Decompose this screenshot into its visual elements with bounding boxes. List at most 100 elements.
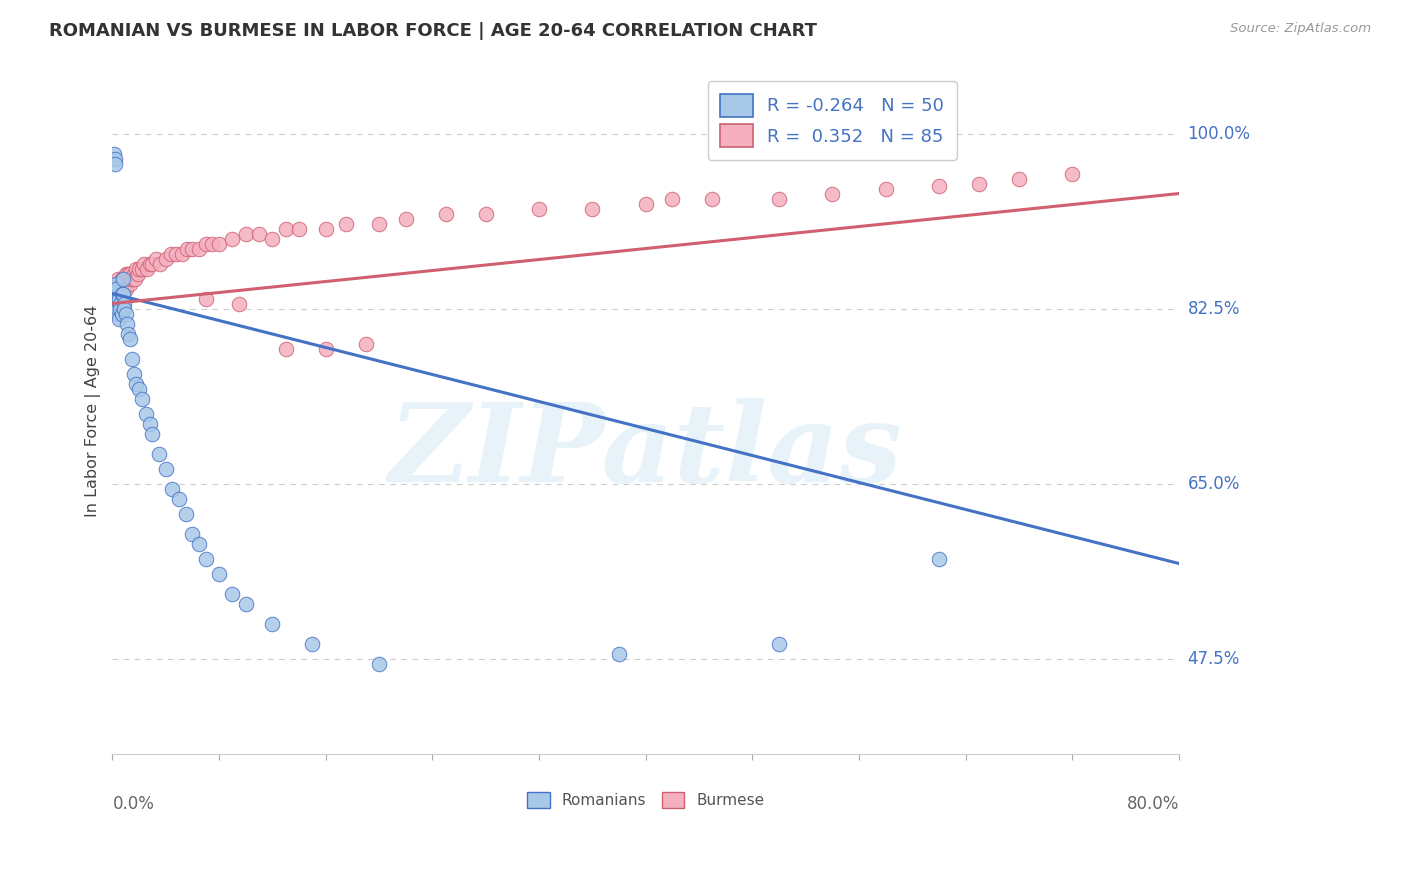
Point	[103, 146, 125, 161]
Point	[122, 267, 145, 281]
Point	[108, 277, 131, 291]
Point	[162, 482, 184, 496]
Point	[301, 636, 323, 650]
Point	[112, 277, 135, 291]
Point	[145, 252, 167, 266]
Point	[395, 211, 418, 226]
Point	[122, 367, 145, 381]
Point	[127, 267, 149, 281]
Text: 100.0%: 100.0%	[1188, 125, 1250, 143]
Point	[928, 178, 950, 193]
Point	[108, 286, 131, 301]
Point	[118, 267, 141, 281]
Point	[125, 376, 148, 391]
Point	[128, 261, 150, 276]
Point	[661, 192, 683, 206]
Point	[105, 277, 128, 291]
Point	[120, 271, 142, 285]
Point	[768, 192, 790, 206]
Point	[201, 236, 224, 251]
Point	[131, 261, 153, 276]
Point	[108, 292, 131, 306]
Point	[368, 217, 391, 231]
Point	[111, 271, 134, 285]
Point	[702, 192, 724, 206]
Point	[115, 317, 138, 331]
Point	[112, 271, 135, 285]
Point	[262, 616, 284, 631]
Point	[110, 277, 132, 291]
Point	[315, 221, 337, 235]
Point	[111, 281, 134, 295]
Point	[107, 292, 129, 306]
Point	[114, 306, 136, 320]
Point	[368, 657, 391, 671]
Point	[121, 351, 143, 366]
Point	[107, 306, 129, 320]
Point	[105, 281, 128, 295]
Legend: Romanians, Burmese: Romanians, Burmese	[520, 786, 770, 814]
Point	[434, 206, 457, 220]
Point	[108, 292, 131, 306]
Point	[131, 392, 153, 406]
Point	[141, 256, 163, 270]
Point	[274, 342, 297, 356]
Point	[114, 281, 136, 295]
Point	[118, 332, 141, 346]
Point	[110, 286, 132, 301]
Point	[110, 301, 132, 316]
Point	[581, 202, 603, 216]
Point	[112, 277, 135, 291]
Point	[354, 336, 377, 351]
Y-axis label: In Labor Force | Age 20-64: In Labor Force | Age 20-64	[86, 305, 101, 517]
Point	[105, 296, 128, 310]
Point	[105, 286, 128, 301]
Point	[139, 417, 162, 431]
Point	[125, 261, 148, 276]
Text: 0.0%: 0.0%	[112, 795, 155, 813]
Point	[112, 281, 135, 295]
Point	[194, 236, 217, 251]
Text: 80.0%: 80.0%	[1126, 795, 1180, 813]
Text: Source: ZipAtlas.com: Source: ZipAtlas.com	[1230, 22, 1371, 36]
Point	[167, 491, 190, 506]
Point	[107, 301, 129, 316]
Point	[1062, 167, 1084, 181]
Point	[105, 292, 128, 306]
Point	[114, 267, 136, 281]
Text: 82.5%: 82.5%	[1188, 300, 1240, 318]
Point	[103, 286, 125, 301]
Point	[967, 177, 990, 191]
Point	[247, 227, 270, 241]
Point	[155, 252, 177, 266]
Point	[474, 206, 496, 220]
Point	[112, 286, 135, 301]
Point	[135, 407, 157, 421]
Point	[104, 281, 127, 295]
Point	[110, 296, 132, 310]
Point	[112, 296, 135, 310]
Text: 65.0%: 65.0%	[1188, 475, 1240, 492]
Point	[174, 507, 197, 521]
Point	[103, 286, 125, 301]
Point	[121, 271, 143, 285]
Point	[208, 566, 231, 581]
Point	[181, 526, 204, 541]
Point	[104, 296, 127, 310]
Point	[155, 461, 177, 475]
Point	[928, 551, 950, 566]
Point	[194, 292, 217, 306]
Point	[875, 181, 897, 195]
Point	[107, 271, 129, 285]
Point	[188, 536, 211, 550]
Point	[103, 286, 125, 301]
Point	[104, 292, 127, 306]
Point	[139, 256, 162, 270]
Point	[335, 217, 357, 231]
Point	[149, 256, 172, 270]
Point	[176, 242, 198, 256]
Point	[208, 236, 231, 251]
Point	[262, 231, 284, 245]
Point	[110, 281, 132, 295]
Point	[104, 152, 127, 166]
